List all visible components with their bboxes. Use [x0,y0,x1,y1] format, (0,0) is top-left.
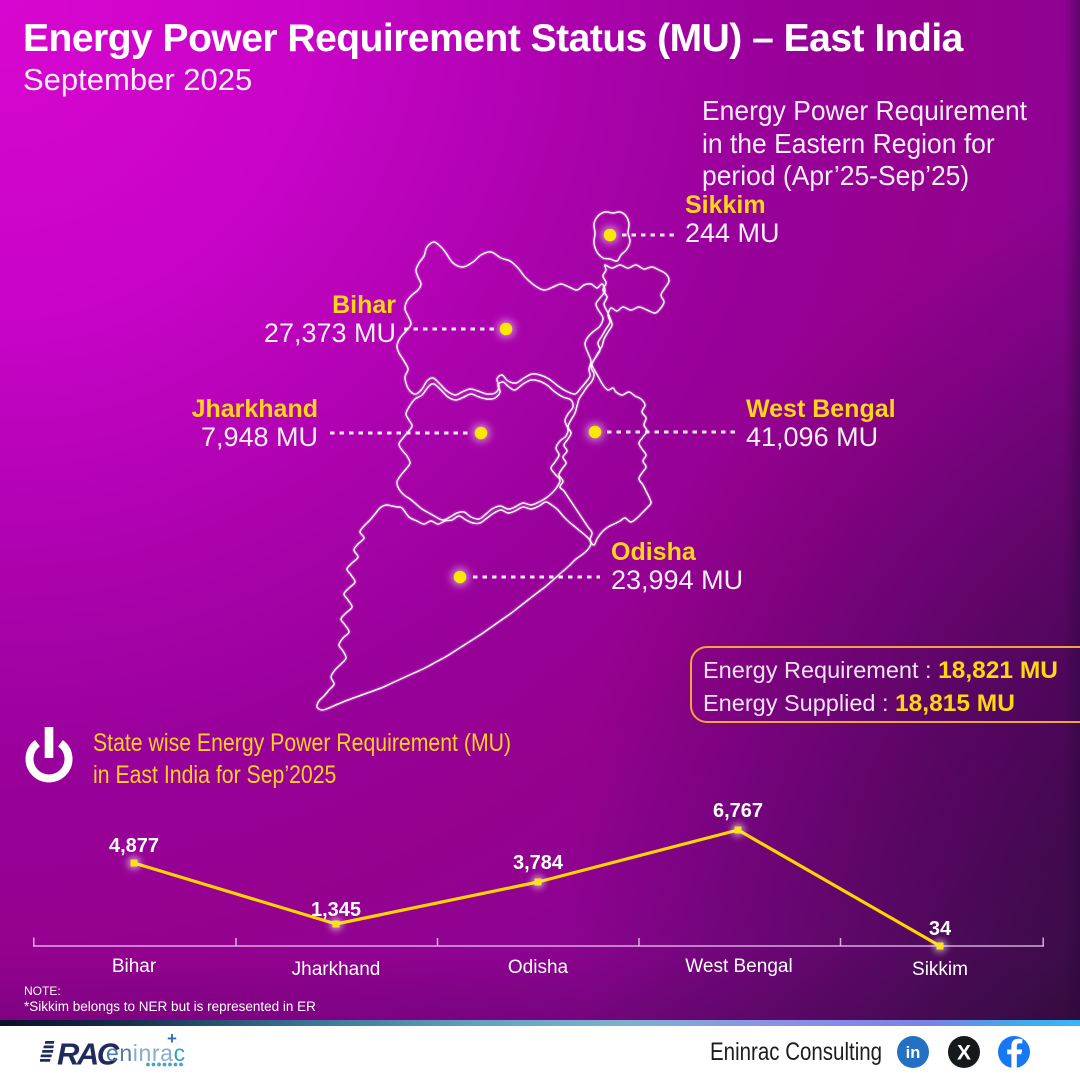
svg-text:West Bengal: West Bengal [685,956,792,977]
svg-text:RAC: RAC [57,1037,120,1072]
svg-text:Jharkhand: Jharkhand [292,959,381,980]
svg-text:6,767: 6,767 [713,800,763,822]
svg-text:1,345: 1,345 [311,899,361,921]
svg-text:eninrac: eninrac [106,1040,186,1066]
svg-text:+: + [167,1030,177,1048]
svg-text:4,877: 4,877 [109,835,159,857]
svg-text:3,784: 3,784 [513,852,564,874]
svg-text:34: 34 [929,918,952,940]
svg-text:in: in [906,1044,921,1062]
svg-text:X: X [957,1042,971,1065]
svg-text:Sikkim: Sikkim [912,959,968,980]
svg-text:Odisha: Odisha [508,957,569,978]
svg-text:Bihar: Bihar [112,956,157,977]
